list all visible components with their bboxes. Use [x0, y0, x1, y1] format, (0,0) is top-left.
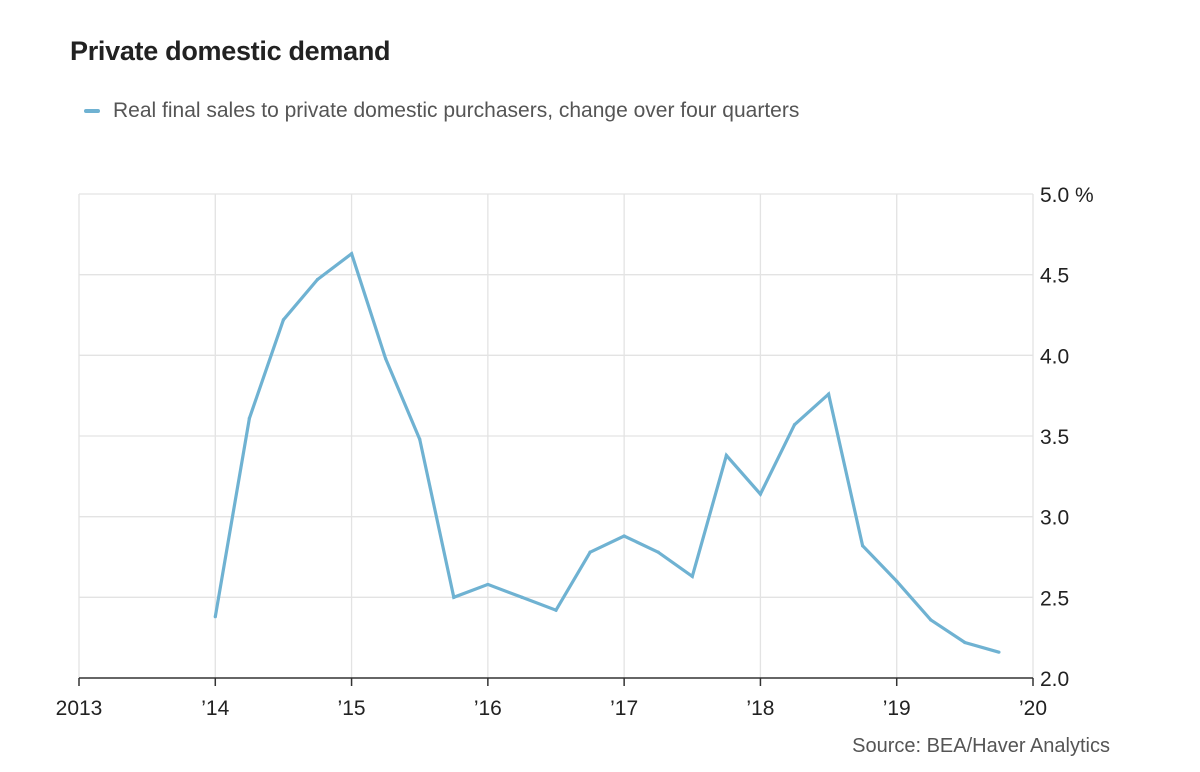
data-point: [997, 650, 1001, 654]
data-point: [418, 437, 422, 441]
x-tick-label: ’20: [1019, 697, 1047, 720]
y-tick-label: 3.5: [1040, 426, 1069, 449]
series-group: [213, 251, 1001, 654]
legend-swatch: [84, 109, 100, 113]
x-axis: [78, 677, 1034, 686]
x-tick-label: ’16: [474, 697, 502, 720]
data-point: [247, 416, 251, 420]
data-point: [656, 550, 660, 554]
data-point: [520, 595, 524, 599]
y-tick-labels: 5.0 % 4.5 4.0 3.5 3.0 2.5 2.0: [1040, 184, 1094, 691]
data-point: [588, 550, 592, 554]
data-point: [895, 579, 899, 583]
data-point: [861, 544, 865, 548]
data-point: [792, 423, 797, 427]
data-point: [281, 318, 286, 322]
y-tick-label: 3.0: [1040, 507, 1069, 530]
data-point: [452, 595, 456, 599]
data-point: [690, 574, 694, 578]
data-point: [963, 640, 967, 645]
data-point: [486, 582, 490, 587]
data-point: [724, 453, 728, 457]
y-tick-label: 4.0: [1040, 345, 1069, 368]
data-point: [554, 608, 558, 612]
legend-label: Real final sales to private domestic pur…: [113, 99, 800, 122]
y-tick-label: 4.5: [1040, 265, 1069, 288]
y-tick-label: 2.5: [1040, 587, 1069, 610]
x-tick-label: ’15: [338, 697, 366, 720]
data-point: [622, 534, 626, 538]
x-tick-labels: 2013 ’14 ’15 ’16 ’17 ’18 ’19 ’20: [56, 697, 1047, 720]
x-tick-label: ’18: [746, 697, 774, 720]
data-point: [826, 392, 831, 396]
series-line: [213, 251, 1000, 654]
chart-title: Private domestic demand: [70, 36, 391, 66]
data-point: [349, 252, 354, 256]
data-point: [758, 492, 763, 496]
x-tick-label: ’17: [610, 697, 638, 720]
x-tick-label: ’19: [883, 697, 911, 720]
data-point: [384, 356, 388, 361]
data-point: [929, 618, 933, 622]
source-note: Source: BEA/Haver Analytics: [852, 735, 1110, 757]
y-tick-label: 5.0 %: [1040, 184, 1094, 207]
y-tick-label: 2.0: [1040, 668, 1069, 691]
data-point: [213, 615, 217, 619]
x-tick-label: ’14: [201, 697, 229, 720]
data-point: [315, 277, 320, 282]
legend: Real final sales to private domestic pur…: [84, 99, 799, 123]
x-tick-label: 2013: [56, 697, 103, 720]
gridlines: [78, 193, 1034, 678]
